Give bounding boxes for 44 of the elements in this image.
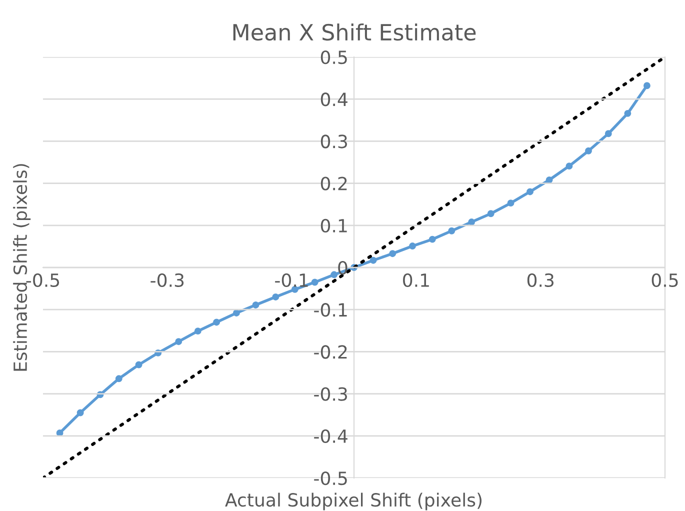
point [408, 242, 416, 250]
x-axis-title: Actual Subpixel Shift (pixels) [225, 492, 482, 510]
y-tick-label: 0.4 [320, 92, 348, 106]
point [213, 318, 220, 326]
point [115, 375, 122, 382]
point [468, 218, 476, 226]
point [135, 361, 142, 368]
y-tick-label: -0.1 [314, 303, 347, 317]
point [272, 293, 280, 300]
point [546, 176, 553, 184]
x-tick-label: 0.5 [652, 273, 678, 288]
y-tick-label: -0.3 [314, 387, 347, 401]
point [624, 110, 632, 117]
point [507, 200, 514, 207]
point [232, 309, 240, 316]
x-tick-label: -0.1 [275, 273, 308, 288]
y-tick-label: 0.5 [320, 50, 347, 64]
point [487, 210, 494, 218]
point [194, 328, 202, 335]
x-tick-label: -0.3 [150, 273, 184, 288]
point [252, 301, 260, 308]
y-tick-label: 0.1 [320, 218, 347, 233]
point [389, 250, 396, 258]
x-tick-label: 0.3 [527, 273, 554, 288]
point [566, 162, 573, 170]
point [370, 256, 377, 264]
point [643, 82, 650, 90]
point [76, 409, 84, 416]
x-tick-label: -0.5 [26, 273, 60, 288]
x-tick-label: 0.1 [403, 273, 429, 288]
y-tick-label: -0.2 [314, 345, 347, 359]
y-tick-label: -0.4 [314, 429, 348, 444]
point [311, 278, 318, 286]
point [175, 338, 182, 346]
point [526, 188, 534, 196]
chart-title: Mean X Shift Estimate [233, 23, 476, 41]
point [585, 147, 592, 154]
point [448, 227, 456, 234]
point [330, 271, 338, 278]
point [428, 236, 436, 243]
y-tick-label: 0.2 [320, 176, 347, 190]
y-tick-label: -0.5 [314, 471, 347, 486]
point [604, 130, 612, 138]
y-tick-label: 0.3 [320, 134, 347, 148]
